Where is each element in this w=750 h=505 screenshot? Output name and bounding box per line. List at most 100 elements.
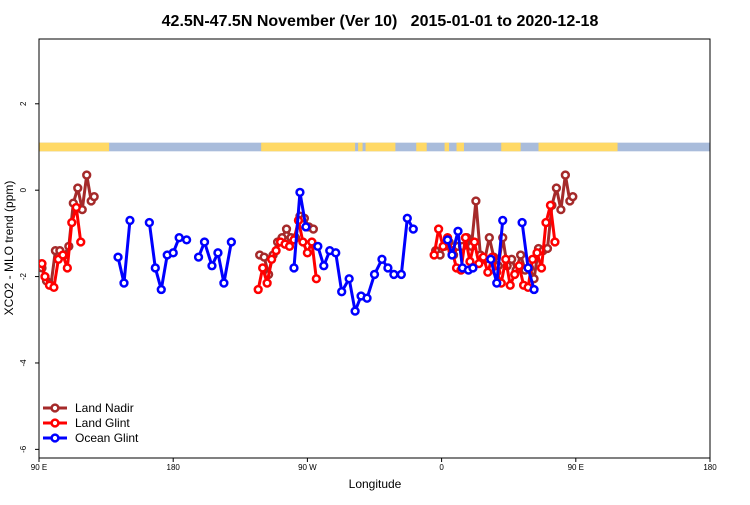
ocean-glint-point xyxy=(369,269,380,280)
land-glint-point xyxy=(307,237,317,247)
y-tick-label: -6 xyxy=(19,445,28,453)
ocean-glint-point xyxy=(523,263,533,273)
ocean-glint-point xyxy=(337,287,347,297)
land-band-segment xyxy=(538,142,618,152)
land-glint-point xyxy=(469,237,480,247)
land-nadir-point xyxy=(556,204,566,215)
ocean-glint-point xyxy=(319,261,329,271)
x-tick-label: 90 E xyxy=(31,463,47,472)
land-glint-point xyxy=(284,241,295,251)
land-glint-point xyxy=(514,261,524,271)
y-tick-label: -2 xyxy=(19,272,28,280)
land-nadir-point xyxy=(560,170,571,180)
land-nadir-point xyxy=(471,196,481,206)
ocean-glint-point xyxy=(396,269,406,280)
ocean-glint-point xyxy=(174,233,184,243)
ocean-glint-point xyxy=(193,252,204,262)
ocean-glint-point xyxy=(389,269,399,280)
ocean-glint-point xyxy=(289,263,299,273)
land-glint-point xyxy=(39,258,47,269)
land-glint-point xyxy=(483,267,493,277)
y-tick-label: 0 xyxy=(19,187,28,192)
ocean-glint-point xyxy=(517,217,527,228)
ocean-glint-point xyxy=(492,278,502,288)
land-glint-point xyxy=(302,248,313,258)
x-tick-label: 90 E xyxy=(568,463,584,472)
land-band-segment xyxy=(444,142,450,152)
ocean-glint-point xyxy=(199,237,210,247)
land-glint-point xyxy=(76,237,86,247)
land-glint-point xyxy=(550,237,560,247)
land-nadir-point xyxy=(281,224,292,234)
land-glint-point xyxy=(505,280,515,290)
ocean-glint-point xyxy=(113,252,123,262)
ocean-glint-point xyxy=(447,250,457,260)
legend-marker-land-nadir xyxy=(50,403,60,413)
legend-label-ocean-glint: Ocean Glint xyxy=(75,431,139,445)
legend-marker-land-glint xyxy=(50,418,60,428)
ocean-glint-point xyxy=(125,215,135,226)
y-tick-label: -4 xyxy=(19,359,28,367)
land-band-segment xyxy=(365,142,396,152)
ocean-glint-point xyxy=(144,217,154,228)
land-nadir-point xyxy=(551,183,562,193)
land-glint-point xyxy=(532,248,542,258)
land-nadir-point xyxy=(89,192,99,202)
ocean-glint-point xyxy=(226,237,237,247)
ocean-glint-point xyxy=(119,278,129,288)
land-glint-point xyxy=(438,241,448,251)
chart-title: 42.5N-47.5N November (Ver 10) 2015-01-01… xyxy=(162,13,599,30)
land-glint-point xyxy=(262,278,272,288)
legend-label-land-nadir: Land Nadir xyxy=(75,401,134,415)
land-band-segment xyxy=(358,142,363,152)
ocean-glint-point xyxy=(213,248,223,258)
land-glint-point xyxy=(510,269,520,280)
x-tick-label: 90 W xyxy=(298,463,317,472)
land-glint-point xyxy=(67,217,77,228)
ocean-glint-point xyxy=(383,263,393,273)
ocean-glint-point xyxy=(156,284,166,295)
land-band-segment xyxy=(501,142,521,152)
land-glint-point xyxy=(266,254,277,264)
ocean-glint-point xyxy=(331,248,341,258)
land-glint-point xyxy=(501,254,511,264)
land-glint-point xyxy=(71,202,81,213)
ocean-glint-point xyxy=(207,261,217,271)
ocean-glint-point xyxy=(150,263,160,273)
ocean-glint-line xyxy=(116,220,132,285)
land-nadir-point xyxy=(515,250,526,260)
ocean-glint-point xyxy=(442,235,453,245)
land-glint-point xyxy=(58,250,68,260)
y-tick-label: 2 xyxy=(19,101,28,106)
ocean-glint-point xyxy=(377,254,387,264)
land-glint-point xyxy=(62,263,72,273)
ocean-glint-point xyxy=(219,278,229,288)
land-nadir-point xyxy=(484,233,494,243)
ocean-glint-point xyxy=(181,235,192,245)
x-tick-label: 0 xyxy=(439,463,444,472)
land-nadir-point xyxy=(73,183,83,193)
ocean-glint-point xyxy=(402,213,412,223)
land-glint-point xyxy=(271,246,281,256)
ocean-glint-point xyxy=(408,224,418,234)
ocean-glint-point xyxy=(486,254,496,264)
land-glint-point xyxy=(253,284,263,295)
ocean-glint-point xyxy=(350,306,360,316)
land-nadir-point xyxy=(568,192,578,202)
plot-frame xyxy=(38,38,711,459)
ocean-glint-point xyxy=(362,293,372,303)
ocean-glint-point xyxy=(344,274,354,284)
legend-marker-ocean-glint xyxy=(50,433,60,443)
x-tick-label: 180 xyxy=(167,463,181,472)
land-glint-point xyxy=(49,282,59,293)
land-glint-point xyxy=(258,263,268,273)
land-glint-point xyxy=(40,271,50,282)
land-glint-point xyxy=(545,200,556,210)
x-axis-label: Longitude xyxy=(349,477,402,491)
land-nadir-point xyxy=(259,252,269,262)
land-glint-point xyxy=(536,263,547,273)
land-glint-point xyxy=(460,233,471,243)
ocean-glint-point xyxy=(529,284,539,295)
